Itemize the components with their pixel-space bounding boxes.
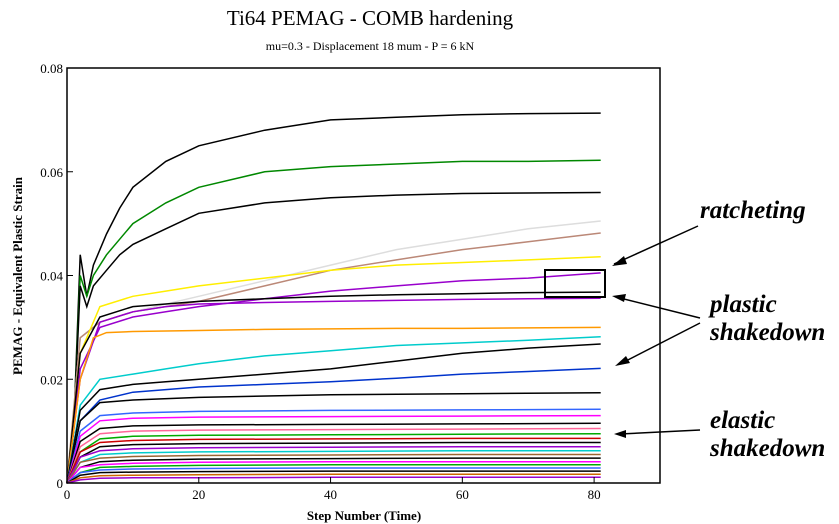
x-axis-label: Step Number (Time)	[307, 508, 421, 523]
y-tick-label: 0.02	[40, 372, 63, 387]
arrowhead-ratcheting	[612, 256, 627, 266]
arrow-elastic	[619, 429, 701, 435]
series-line-18	[66, 427, 601, 484]
y-tick-label: 0	[57, 476, 64, 491]
series-line-22	[66, 445, 601, 484]
series-line-5	[66, 232, 601, 484]
x-tick-label: 0	[64, 487, 71, 502]
series-line-30	[66, 473, 601, 484]
series-line-28	[66, 467, 601, 484]
annotation-text: ratcheting	[700, 197, 806, 224]
series-line-10	[66, 326, 601, 484]
annotation-text: elastic	[710, 407, 775, 434]
series-line-29	[66, 470, 601, 484]
series-line-20	[66, 437, 601, 484]
chart-title: Ti64 PEMAG - COMB hardening	[227, 6, 514, 30]
series-line-17	[66, 422, 601, 484]
ratcheting-highlight-box	[544, 269, 606, 298]
arrow-plastic-upper	[615, 296, 701, 319]
annotation-text: plastic	[708, 291, 777, 318]
series-line-11	[66, 335, 601, 484]
x-tick-label: 80	[588, 487, 601, 502]
series-line-2	[66, 159, 601, 484]
series-line-6	[66, 256, 601, 484]
series-line-15	[66, 408, 601, 484]
y-axis-label: PEMAG - Equivalent Plastic Strain	[10, 176, 25, 375]
chart-subtitle: mu=0.3 - Displacement 18 mum - P = 6 kN	[266, 39, 475, 53]
arrow-ratcheting	[613, 225, 699, 265]
series-line-24	[66, 453, 601, 484]
x-tick-label: 20	[192, 487, 205, 502]
y-tick-label: 0.06	[40, 165, 63, 180]
series-group	[66, 112, 601, 484]
series-line-26	[66, 460, 601, 484]
series-line-13	[66, 367, 601, 484]
series-line-12	[66, 343, 601, 484]
y-tick-label: 0.04	[40, 269, 63, 284]
annotation-arrows	[612, 225, 701, 438]
arrowhead-elastic	[614, 430, 626, 438]
annotation-text: shakedown	[709, 435, 825, 462]
x-tick-label: 60	[456, 487, 469, 502]
series-line-31	[66, 476, 601, 484]
arrow-plastic-lower	[619, 322, 701, 365]
series-line-9	[66, 297, 601, 484]
series-line-14	[66, 391, 601, 484]
annotation-text: shakedown	[709, 319, 825, 346]
y-tick-label: 0.08	[40, 61, 63, 76]
annotations-group: ratchetingplasticshakedownelasticshakedo…	[700, 197, 825, 462]
series-line-1	[66, 112, 601, 484]
series-line-3	[66, 191, 601, 484]
series-line-8	[66, 291, 601, 484]
arrowhead-plastic-lower	[615, 356, 630, 366]
x-tick-label: 40	[324, 487, 337, 502]
series-line-16	[66, 414, 601, 484]
arrowhead-plastic-upper	[612, 294, 626, 302]
ticks-group: 0 20 40 60 80 0 0.02 0.04 0.06 0.08	[40, 61, 600, 502]
